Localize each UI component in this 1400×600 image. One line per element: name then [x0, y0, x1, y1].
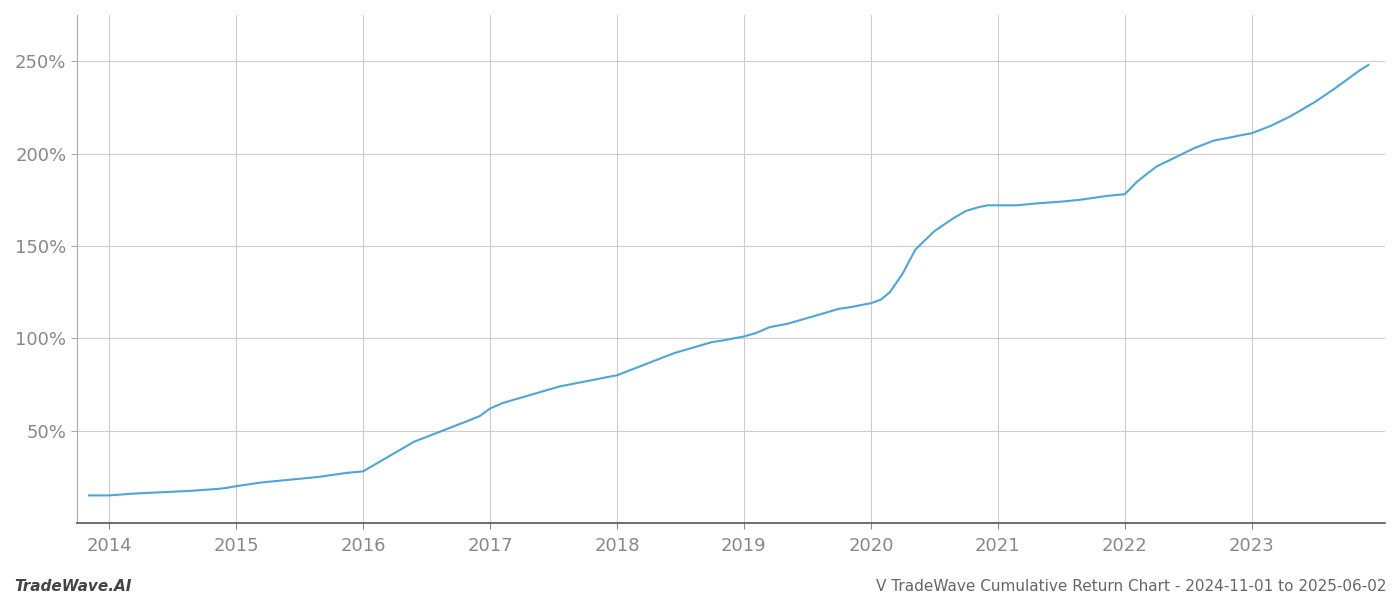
Text: V TradeWave Cumulative Return Chart - 2024-11-01 to 2025-06-02: V TradeWave Cumulative Return Chart - 20…	[875, 579, 1386, 594]
Text: TradeWave.AI: TradeWave.AI	[14, 579, 132, 594]
